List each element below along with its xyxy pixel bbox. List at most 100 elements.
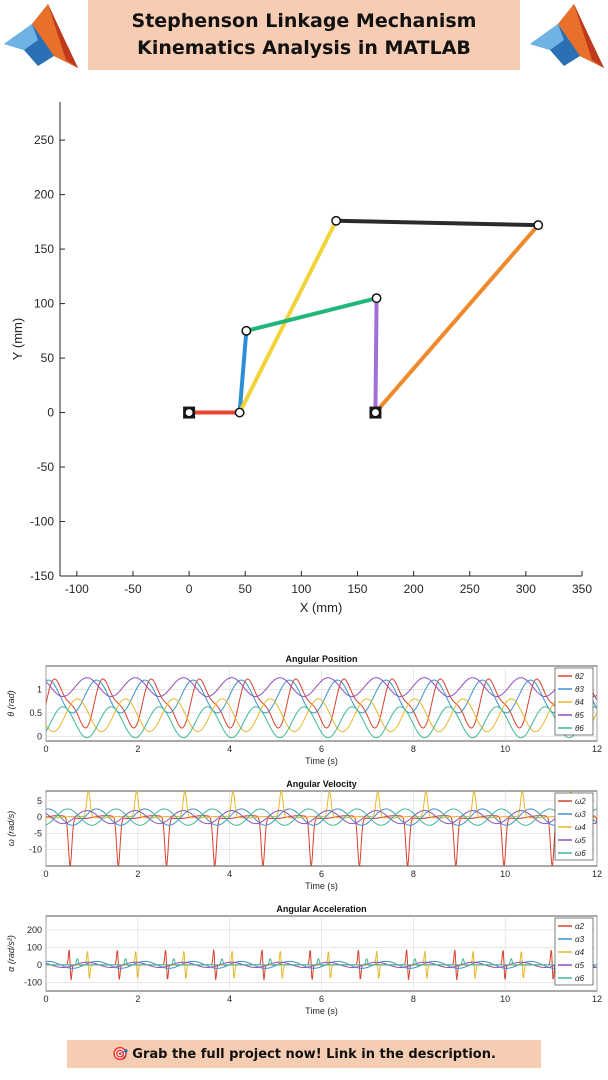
x-tick-label: 12: [592, 869, 602, 879]
x-tick-label: 6: [319, 994, 324, 1004]
link-3: [237, 218, 339, 415]
x-tick-label: 0: [43, 744, 48, 754]
x-tick-label: 200: [404, 582, 424, 596]
plot-title: Angular Velocity: [286, 779, 357, 789]
cta-text: Grab the full project now! Link in the d…: [132, 1046, 496, 1062]
joint-1: [184, 407, 195, 418]
y-tick-label: -100: [24, 977, 42, 987]
matlab-logo-icon: [528, 0, 608, 72]
plot-area: [60, 102, 582, 576]
x-tick-label: 10: [500, 869, 510, 879]
x-tick-label: 250: [460, 582, 480, 596]
series-line-5: [46, 808, 597, 826]
linkage-plot: -100 -50 0 50 100 150 200 250 300 350 -150 -100 -50 0…: [10, 102, 592, 615]
series-line-5: [46, 706, 597, 739]
joint-6: [370, 407, 381, 418]
matlab-logo-icon: [2, 0, 82, 72]
y-tick-label: 200: [27, 925, 42, 935]
legend-label: θ2: [575, 672, 584, 681]
y-tick-label: 0: [37, 960, 42, 970]
x-axis-label: Time (s): [305, 756, 338, 766]
legend-label: α6: [575, 974, 585, 983]
x-axis-label: Time (s): [305, 881, 338, 891]
link-7: [334, 218, 541, 228]
angular-position-plot: Angular Position 0 2 4 6 8 10 12 0 0.5 1 Time (s) θ …: [6, 654, 602, 766]
y-axis-label: ω (rad/s): [6, 811, 16, 847]
x-tick-label: 4: [227, 994, 232, 1004]
y-tick-label: 200: [34, 188, 54, 202]
link-6: [373, 223, 541, 415]
y-axis-label: Y (mm): [10, 318, 25, 360]
x-tick-label: 10: [500, 994, 510, 1004]
cta-banner[interactable]: 🎯 Grab the full project now! Link in the…: [67, 1040, 541, 1068]
y-axis-label: θ (rad): [6, 690, 16, 716]
link-2: [237, 328, 249, 415]
joint-5: [371, 293, 382, 304]
y-tick-label: 1: [37, 684, 42, 694]
y-axis-label: α (rad/s²): [6, 935, 16, 972]
y-tick-label: 50: [41, 351, 55, 365]
x-tick-label: 4: [227, 744, 232, 754]
y-tick-label: -150: [30, 569, 54, 583]
legend-label: α5: [575, 961, 585, 970]
x-tick-label: 10: [500, 744, 510, 754]
x-tick-label: 4: [227, 869, 232, 879]
legend-label: θ4: [575, 698, 584, 707]
x-tick-label: 150: [347, 582, 367, 596]
x-tick-label: 300: [516, 582, 536, 596]
plot-title: Angular Position: [286, 654, 358, 664]
x-tick-label: 50: [239, 582, 253, 596]
series-line-3: [46, 698, 597, 733]
x-tick-label: -50: [124, 582, 142, 596]
y-tick-label: 250: [34, 133, 54, 147]
link-5: [373, 296, 379, 415]
series-line-3: [46, 791, 597, 819]
y-tick-label: 0: [37, 812, 42, 822]
y-tick-label: 5: [37, 796, 42, 806]
x-tick-label: -100: [65, 582, 89, 596]
joint-7: [533, 220, 544, 231]
title-banner: Stephenson Linkage Mechanism Kinematics …: [88, 0, 520, 70]
legend-label: α3: [575, 935, 585, 944]
y-tick-label: -10: [29, 845, 42, 855]
x-tick-label: 6: [319, 869, 324, 879]
series-group: [46, 949, 597, 981]
legend-label: α2: [575, 922, 585, 931]
x-axis-label: Time (s): [305, 1006, 338, 1016]
y-tick-label: -5: [34, 828, 42, 838]
legend-label: ω2: [575, 797, 586, 806]
joint-4: [331, 215, 342, 226]
x-tick-label: 0: [43, 994, 48, 1004]
y-tick-label: 150: [34, 242, 54, 256]
x-tick-label: 12: [592, 994, 602, 1004]
angular-velocity-plot: Angular Velocity 0 2 4 6 8 10 12 -10 -5 0 5 Time (s)…: [6, 779, 602, 891]
series-group: [46, 677, 597, 739]
x-tick-label: 0: [186, 582, 193, 596]
x-tick-label: 8: [411, 744, 416, 754]
legend-label: ω4: [575, 823, 586, 832]
x-axis-label: X (mm): [300, 600, 343, 615]
series-line-2: [46, 679, 597, 714]
legend-label: θ5: [575, 711, 584, 720]
x-tick-label: 6: [319, 744, 324, 754]
x-tick-label: 2: [135, 994, 140, 1004]
joint-2: [234, 407, 245, 418]
y-tick-label: 100: [27, 942, 42, 952]
title-line-1: Stephenson Linkage Mechanism: [131, 10, 477, 32]
legend-label: ω3: [575, 810, 586, 819]
y-tick-label: 0: [47, 406, 54, 420]
joint-3: [241, 325, 252, 336]
series-line-4: [46, 677, 597, 697]
plot-title: Angular Acceleration: [276, 904, 366, 914]
x-tick-label: 8: [411, 994, 416, 1004]
y-tick-label: 0: [37, 731, 42, 741]
y-tick-label: -50: [37, 460, 55, 474]
series-line-5: [46, 957, 597, 967]
legend-label: θ6: [575, 724, 584, 733]
legend-label: ω5: [575, 836, 586, 845]
series-line-4: [46, 961, 597, 968]
link-4: [244, 296, 379, 333]
legend-label: θ3: [575, 685, 584, 694]
series-group: [46, 791, 597, 866]
